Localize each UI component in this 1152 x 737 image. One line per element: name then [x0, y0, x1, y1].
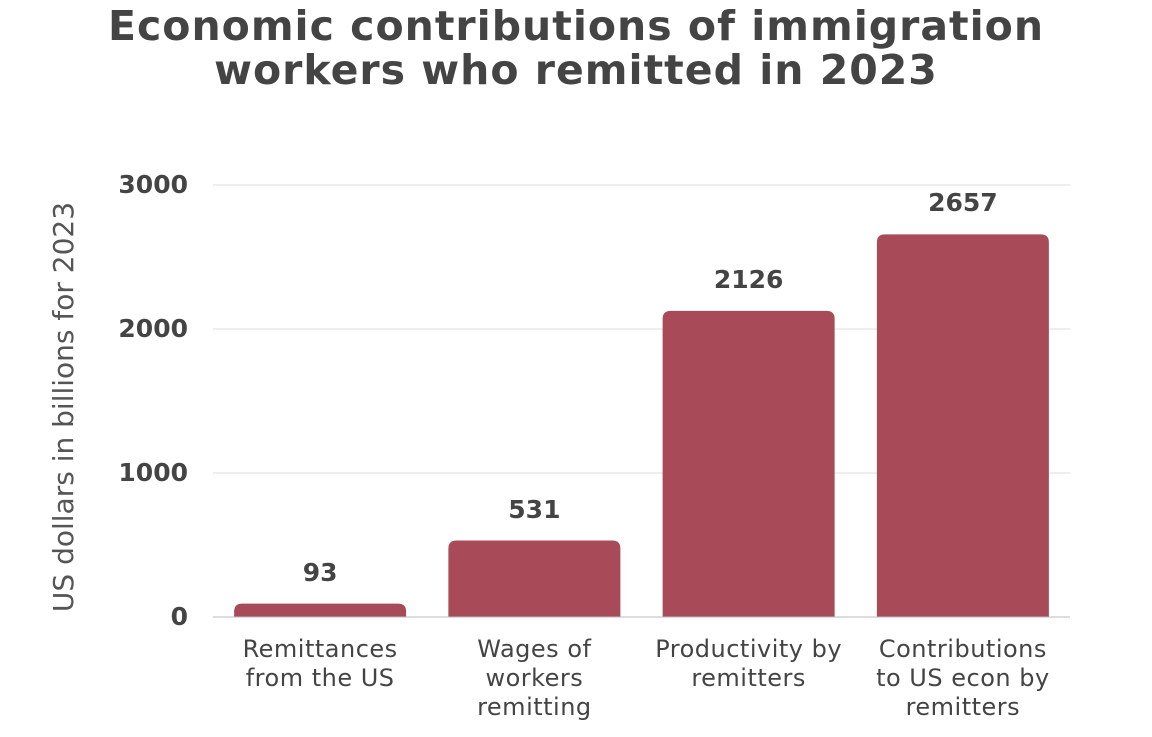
y-tick-label: 3000: [118, 170, 188, 199]
value-label: 93: [302, 557, 338, 587]
x-tick-label: Remittances from the US: [242, 635, 398, 692]
value-label: 2657: [928, 188, 998, 218]
y-axis-label: US dollars in billions for 2023: [47, 201, 80, 613]
y-tick-label: 1000: [118, 458, 188, 487]
y-tick-label: 0: [170, 602, 188, 631]
value-label: 531: [508, 494, 561, 524]
bar: [234, 603, 407, 617]
y-tick-label: 2000: [118, 314, 188, 343]
bar: [448, 540, 621, 617]
x-tick-label: Productivity by remitters: [655, 635, 843, 692]
bar: [662, 310, 835, 617]
x-tick-label: Contributions to US econ by remitters: [876, 635, 1050, 721]
bar: [876, 234, 1049, 617]
value-label: 2126: [713, 264, 784, 294]
chart-title: Economic contributions of immigration wo…: [107, 2, 1045, 94]
x-tick-label: Wages of workers remitting: [477, 635, 592, 721]
